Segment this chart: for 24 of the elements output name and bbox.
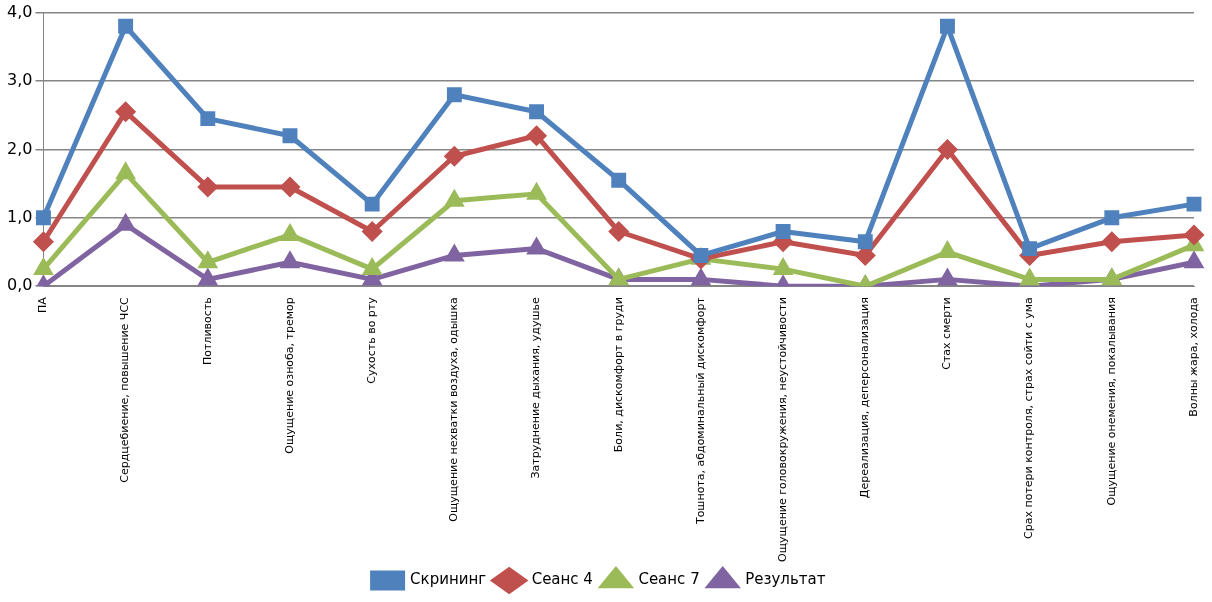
y-tick-label: 4,0 [6,1,33,21]
legend-label: Сеанс 7 [638,570,700,589]
x-tick-label: Дереализация, деперсонализация [858,297,872,499]
y-tick-label: 2,0 [6,138,33,158]
x-tick-label: Ощущение онемения, покалывания [1104,297,1118,506]
legend-label: Сеанс 4 [531,570,593,589]
y-tick-label: 1,0 [6,206,33,226]
x-tick-label: Ощущение нехватки воздуха, одышка [447,297,461,522]
y-tick-label: 0,0 [6,275,33,295]
x-tick-label: Боли, дискомфорт в груди [611,297,625,453]
x-tick-label: Затруднение дыхания, удушье [529,296,543,479]
x-tick-label: Потливость [200,297,214,365]
legend-label: Результат [745,570,826,589]
x-tick-label: Срах потери контроля, страх сойти с ума [1022,297,1036,539]
x-tick-label: Тошнота, абдоминальный дискомфорт [693,296,707,526]
x-tick-label: Волны жара, холода [1186,297,1200,417]
legend-label: Скрининг [410,570,487,589]
x-tick-label: Сухость во рту [365,296,379,384]
x-tick-label: Ощущение головокружения, неустойчивости [775,297,789,562]
x-tick-label: Ощущение озноба, тремор [282,297,296,454]
x-tick-label: Стах смерти [940,297,954,370]
x-tick-label: Сердцебиение, повышение ЧСС [118,296,132,483]
x-tick-label: ПА [36,296,50,314]
y-tick-label: 3,0 [6,70,33,90]
